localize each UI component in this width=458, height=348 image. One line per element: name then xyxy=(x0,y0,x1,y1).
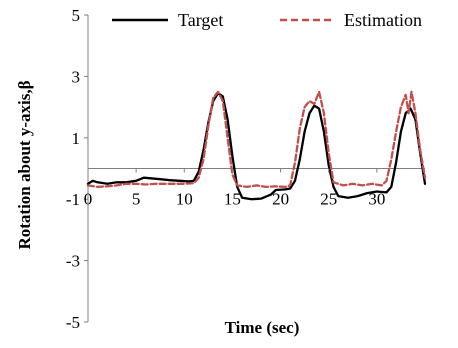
legend-label-estimation: Estimation xyxy=(344,10,422,30)
y-tick-label: 1 xyxy=(72,129,81,148)
legend-label-target: Target xyxy=(178,10,223,30)
y-tick-label: 3 xyxy=(72,67,81,86)
x-tick-label: 30 xyxy=(368,190,385,209)
y-tick-label: -1 xyxy=(66,190,80,209)
plot-axes xyxy=(87,15,425,322)
y-axis-title: Rotation about y-axis,β xyxy=(15,80,34,249)
plot-ticks: 5 3 1 -1 -3 -5 0 5 10 15 20 25 30 xyxy=(66,6,386,332)
y-tick-label: 5 xyxy=(72,6,81,25)
y-tick-label: -5 xyxy=(66,313,80,332)
x-tick-label: 0 xyxy=(84,190,93,209)
y-tick-label: -3 xyxy=(66,252,80,271)
series-line-target xyxy=(86,92,427,201)
x-axis-title: Time (sec) xyxy=(225,318,300,337)
x-tick-label: 5 xyxy=(132,190,141,209)
x-tick-label: 15 xyxy=(224,190,241,209)
x-tick-label: 10 xyxy=(176,190,193,209)
x-tick-label: 20 xyxy=(272,190,289,209)
x-tick-label: 25 xyxy=(320,190,337,209)
series-line-estimation xyxy=(86,90,427,189)
legend: Target Estimation xyxy=(112,10,422,30)
plot-series xyxy=(86,90,427,201)
